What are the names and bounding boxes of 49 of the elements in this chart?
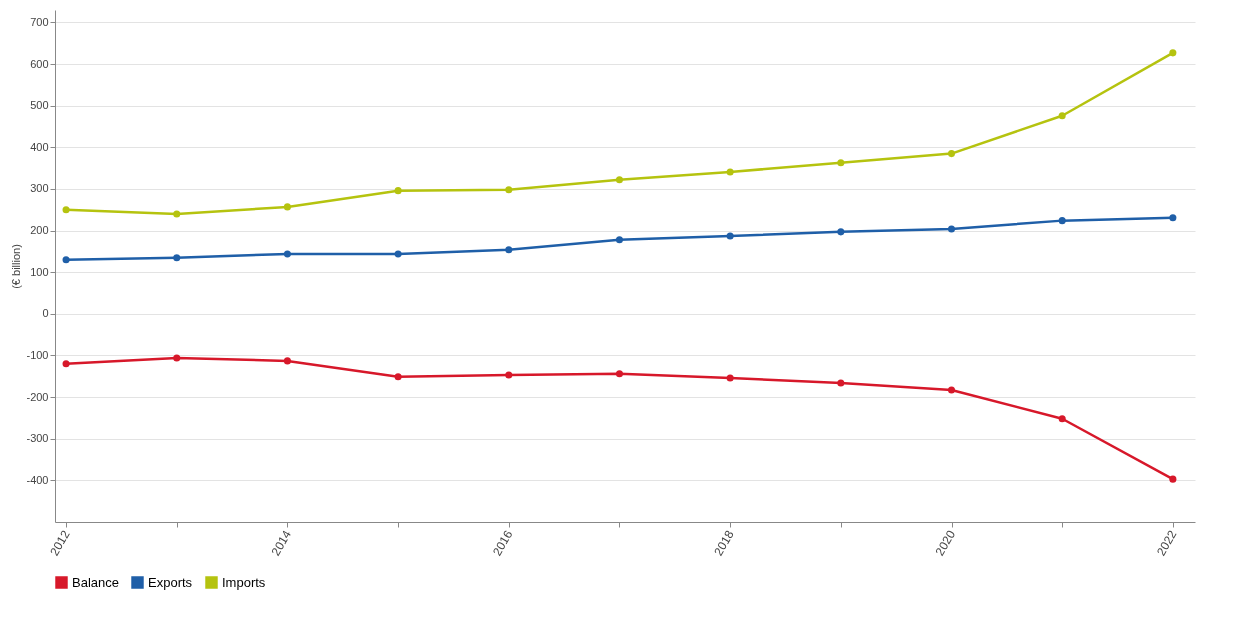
y-tick-label: 600 [30,57,49,70]
point [394,373,402,381]
legend-label: Exports [148,574,193,590]
y-tick-label: 0 [42,307,49,320]
y-tick-label: 400 [30,140,49,153]
point [62,256,70,264]
point [1058,112,1066,120]
y-tick-label: 500 [30,99,49,112]
point [62,206,70,214]
y-tick-label: -400 [26,473,49,486]
point [173,210,181,218]
legend-label: Balance [72,574,119,590]
point [173,254,181,262]
point [726,168,734,176]
legend-label: Imports [222,574,266,590]
point [283,203,291,211]
y-tick-label: -200 [26,390,49,403]
point [837,379,845,387]
y-tick-label: 200 [30,224,49,237]
point [947,225,956,233]
point [62,360,70,368]
y-tick-label: 100 [30,265,49,278]
point [394,187,402,195]
point [1058,415,1066,423]
point [726,374,734,382]
point [947,150,956,158]
point [283,250,291,258]
point [394,250,402,258]
y-tick-label: 700 [30,15,49,28]
y-axis-title: (€ billion) [10,244,23,289]
point [1058,217,1066,225]
y-tick-label: -300 [26,432,49,445]
point [615,176,623,184]
point [1169,214,1177,222]
point [283,357,291,365]
y-tick-label: 300 [30,182,49,195]
point [505,371,513,379]
point [615,236,623,244]
point [505,186,513,194]
point [837,159,845,167]
point [837,228,845,236]
y-tick-label: -100 [26,349,49,361]
point [1169,475,1177,483]
point [1169,49,1177,57]
point [615,370,623,378]
point [173,354,181,362]
point [505,246,513,254]
point [947,386,956,394]
point [726,232,734,240]
